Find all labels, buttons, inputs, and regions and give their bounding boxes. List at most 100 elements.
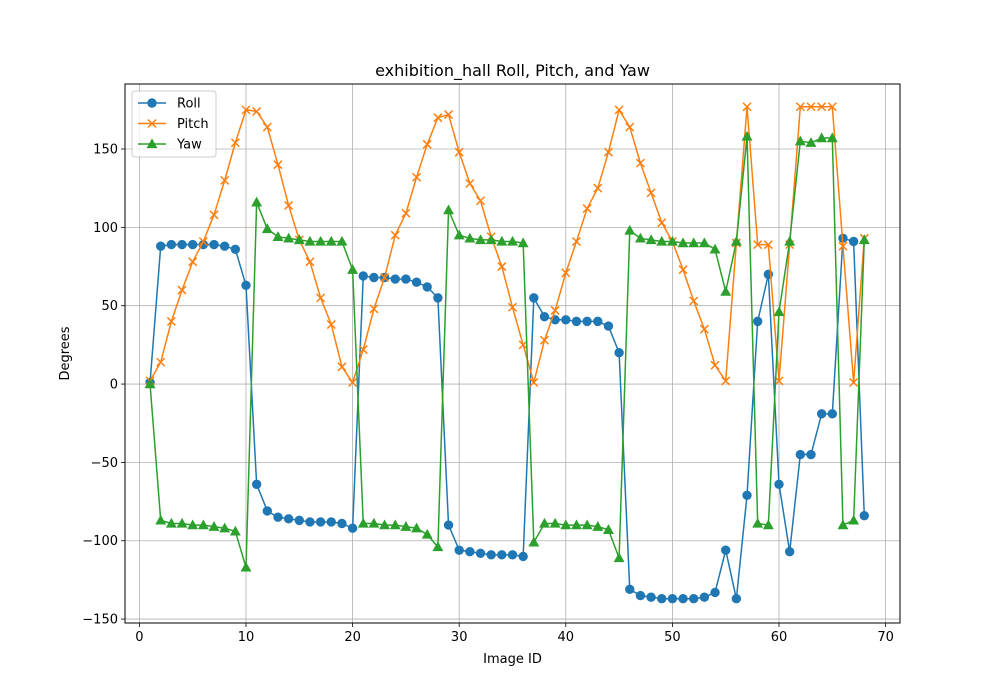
data-point-pitch — [241, 105, 251, 115]
data-point-yaw — [272, 231, 284, 241]
data-point-roll — [625, 584, 635, 595]
y-tick-label: 0 — [110, 378, 118, 393]
data-point-roll — [699, 592, 710, 602]
data-point-yaw — [602, 524, 614, 534]
data-point-yaw — [379, 519, 391, 530]
data-point-yaw — [549, 517, 561, 528]
plot-frame — [124, 83, 901, 624]
data-point-roll — [667, 594, 678, 604]
data-point-roll — [251, 479, 262, 490]
data-point-pitch — [326, 319, 336, 330]
legend-label-yaw: Yaw — [176, 138, 202, 153]
data-point-roll — [326, 517, 336, 527]
data-point-pitch — [188, 257, 198, 267]
data-point-pitch — [635, 158, 645, 168]
data-point-yaw — [240, 561, 252, 572]
data-point-yaw — [261, 223, 273, 234]
data-point-pitch — [230, 138, 240, 148]
data-point-roll — [422, 282, 432, 292]
data-point-yaw — [634, 232, 646, 243]
data-point-roll — [230, 244, 241, 255]
data-point-pitch — [262, 122, 272, 132]
data-point-roll — [593, 316, 603, 327]
data-point-pitch — [507, 302, 518, 312]
data-point-yaw — [837, 519, 849, 530]
data-point-pitch — [593, 183, 603, 193]
y-axis-title: Degrees — [58, 326, 73, 380]
data-point-pitch — [444, 110, 454, 120]
data-point-yaw — [720, 285, 732, 296]
x-tick-label: 0 — [135, 630, 143, 645]
legend-label-pitch: Pitch — [177, 117, 209, 132]
data-point-pitch — [838, 241, 848, 251]
data-point-yaw — [304, 235, 316, 246]
data-point-pitch — [849, 377, 859, 388]
data-point-yaw — [773, 306, 785, 317]
data-point-roll — [443, 520, 454, 530]
data-point-yaw — [709, 243, 721, 254]
data-point-pitch — [433, 113, 443, 123]
data-point-yaw — [528, 536, 540, 547]
data-point-pitch — [454, 147, 464, 157]
y-tick-label: −100 — [82, 534, 118, 549]
data-point-roll — [454, 545, 464, 555]
data-point-pitch — [316, 293, 326, 303]
y-tick-label: 50 — [101, 299, 118, 314]
data-point-yaw — [432, 541, 444, 552]
x-tick-label: 50 — [664, 630, 681, 645]
data-point-yaw — [208, 521, 220, 531]
data-point-roll — [358, 271, 368, 281]
y-tick-label: 100 — [93, 221, 118, 236]
data-point-yaw — [347, 264, 359, 274]
data-point-roll — [294, 515, 304, 526]
data-point-pitch — [465, 178, 475, 189]
data-point-pitch — [220, 175, 230, 185]
data-point-roll — [315, 517, 326, 527]
data-point-pitch — [475, 196, 486, 206]
legend-label-roll: Roll — [177, 97, 201, 112]
data-point-pitch — [646, 188, 656, 198]
data-point-roll — [166, 239, 177, 250]
data-point-yaw — [411, 522, 423, 533]
data-point-yaw — [485, 234, 497, 245]
data-point-yaw — [315, 235, 327, 246]
data-point-yaw — [560, 519, 572, 530]
data-point-yaw — [219, 522, 231, 533]
data-point-yaw — [229, 525, 241, 536]
data-point-roll — [859, 510, 869, 521]
data-point-yaw — [453, 229, 465, 240]
data-point-pitch — [689, 296, 699, 306]
data-point-yaw — [368, 517, 380, 528]
data-point-roll — [465, 547, 475, 557]
series-layer — [144, 102, 870, 604]
data-point-pitch — [721, 376, 731, 386]
data-point-pitch — [795, 102, 805, 112]
data-point-pitch — [284, 200, 294, 210]
chart-title: exhibition_hall Roll, Pitch, and Yaw — [375, 61, 650, 81]
data-point-pitch — [348, 377, 358, 388]
x-tick-label: 30 — [451, 630, 468, 645]
data-point-yaw — [805, 137, 817, 147]
axis-ticks: 0 10 20 30 40 50 60 70 −150 −100 −50 0 50 100 150 — [82, 143, 894, 645]
data-point-pitch — [209, 210, 219, 220]
data-point-yaw — [283, 232, 295, 243]
series-roll — [145, 233, 869, 604]
data-point-roll — [795, 449, 806, 460]
data-point-roll — [337, 518, 347, 529]
data-point-yaw — [293, 234, 305, 245]
data-point-pitch — [529, 377, 539, 388]
data-point-roll — [369, 272, 379, 283]
data-point-yaw — [613, 552, 625, 563]
data-point-roll — [603, 321, 614, 331]
data-point-yaw — [176, 517, 188, 528]
series-pitch — [145, 102, 869, 388]
data-point-roll — [614, 348, 624, 358]
data-point-roll — [433, 293, 443, 303]
data-point-yaw — [581, 519, 593, 530]
data-point-yaw — [475, 234, 486, 245]
data-point-yaw — [197, 519, 209, 530]
data-point-yaw — [677, 237, 689, 248]
data-point-yaw — [443, 204, 454, 215]
data-point-yaw — [794, 135, 806, 146]
